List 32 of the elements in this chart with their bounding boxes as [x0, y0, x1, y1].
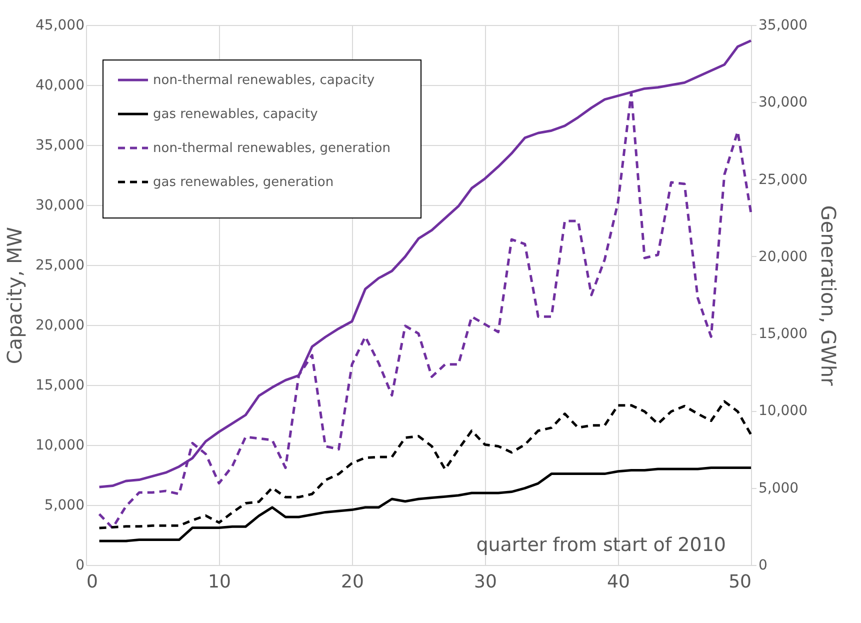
y2-tick-label: 35,000: [758, 18, 808, 34]
x-axis-title: quarter from start of 2010: [476, 534, 726, 556]
y2-tick-label: 30,000: [758, 94, 808, 111]
y-tick-label: 15,000: [36, 378, 84, 394]
x-tick-label: 40: [607, 572, 630, 592]
y2-axis-title: Generation, GWhr: [816, 205, 840, 386]
legend-label: gas renewables, generation: [153, 175, 334, 190]
y-tick-label: 35,000: [36, 138, 84, 154]
line-series: [98, 400, 752, 530]
y-tick-label: 45,000: [36, 18, 84, 34]
y2-tick-label: 0: [758, 558, 768, 574]
legend-label: non-thermal renewables, capacity: [153, 73, 375, 88]
y-tick-label: 20,000: [36, 318, 84, 334]
y2-tick-label: 15,000: [758, 326, 808, 342]
x-tick-label: 50: [728, 572, 752, 592]
y-tick-label: 25,000: [36, 258, 84, 274]
x-tick-label: 0: [86, 572, 98, 592]
y-tick-label: 30,000: [36, 198, 84, 214]
y-tick-label: 10,000: [36, 438, 84, 454]
legend-label: gas renewables, capacity: [153, 107, 318, 122]
y2-tick-label: 5,000: [758, 480, 799, 496]
y2-tick-label: 20,000: [758, 248, 808, 265]
y-tick-label: 40,000: [36, 78, 84, 94]
y2-tick-label: 25,000: [758, 172, 808, 188]
x-tick-label: 20: [341, 572, 364, 592]
y-axis-title: Capacity, MW: [2, 226, 27, 364]
x-tick-label: 30: [474, 572, 497, 592]
y-tick-label: 0: [76, 558, 84, 574]
y-tick-label: 5,000: [44, 498, 84, 514]
x-tick-label: 10: [208, 572, 231, 592]
legend-label: non-thermal renewables, generation: [153, 141, 390, 156]
y2-tick-label: 10,000: [758, 403, 808, 420]
